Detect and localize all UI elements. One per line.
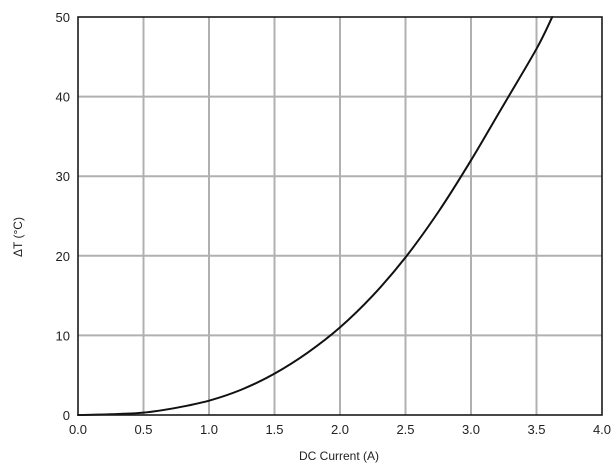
x-tick-label: 0.5 (134, 422, 152, 437)
y-tick-label: 30 (56, 169, 70, 184)
x-tick-label: 1.0 (200, 422, 218, 437)
y-tick-label: 20 (56, 249, 70, 264)
x-tick-label: 2.0 (331, 422, 349, 437)
series-layer (77, 16, 554, 416)
y-tick-label: 0 (63, 408, 70, 423)
x-tick-label: 4.0 (593, 422, 611, 437)
x-tick-label: 3.0 (462, 422, 480, 437)
x-tick-label: 2.5 (396, 422, 414, 437)
series-line (77, 16, 554, 416)
y-tick-label: 10 (56, 328, 70, 343)
grid-layer (78, 17, 602, 415)
x-tick-label: 0.0 (69, 422, 87, 437)
x-tick-label: 3.5 (527, 422, 545, 437)
y-tick-label: 50 (56, 10, 70, 25)
y-axis-label: ΔT (°C) (11, 217, 25, 257)
ticks-layer: 0.0 0.5 1.0 1.5 2.0 2.5 3.0 3.5 4.0 0 10 20 30 40 50 (56, 10, 612, 437)
x-tick-label: 1.5 (265, 422, 283, 437)
plot-frame (77, 16, 603, 416)
x-axis-label: DC Current (A) (299, 449, 379, 463)
y-tick-label: 40 (56, 90, 70, 105)
